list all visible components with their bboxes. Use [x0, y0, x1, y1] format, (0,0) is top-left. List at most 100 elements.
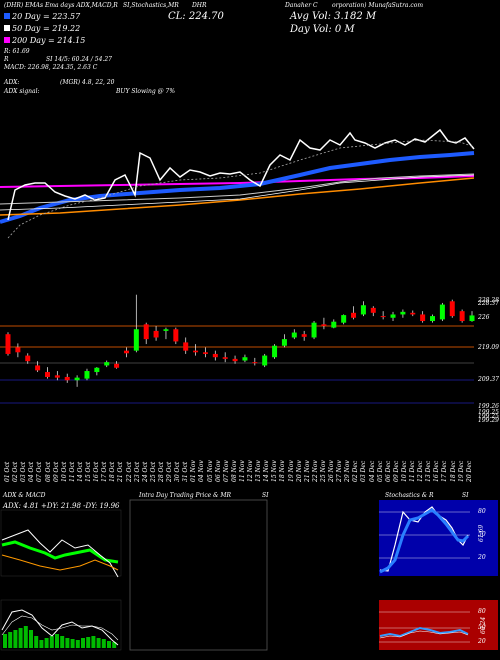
date-label: 11 Dec	[409, 460, 416, 482]
adx-plus-line	[1, 540, 119, 564]
candle-body	[459, 311, 465, 322]
macd-bar	[60, 636, 65, 648]
candle-body	[15, 347, 21, 353]
macd-histogram	[3, 626, 117, 648]
candle-body	[262, 355, 268, 366]
date-label: 12 Nov	[247, 460, 254, 482]
legend-adx-signal: ADX signal:	[4, 88, 40, 95]
candle	[94, 367, 100, 376]
date-label: 09 Dec	[392, 460, 400, 482]
candle-body	[410, 312, 416, 315]
rsi-level-80: 80	[478, 608, 486, 615]
ticker: DHR	[192, 2, 207, 9]
date-label: 04 Oct	[28, 461, 36, 482]
ema-extra-line	[0, 174, 475, 211]
price-close-line	[7, 128, 475, 221]
date-label: 05 Dec	[376, 460, 384, 482]
ema50-line	[0, 173, 475, 205]
adx-macd-title: ADX & MACD	[3, 492, 46, 499]
candle	[321, 317, 327, 330]
candle-body	[469, 315, 475, 322]
stoch-level-80: 80	[478, 508, 486, 515]
date-label: 19 Nov	[287, 460, 295, 482]
candle	[153, 325, 159, 341]
legend-ema200: 200 Day = 214.15	[4, 36, 85, 46]
macd-bar	[96, 638, 101, 648]
candle	[212, 350, 218, 361]
date-label: 01 Nov	[190, 460, 198, 482]
candle	[222, 352, 228, 363]
candle	[469, 311, 475, 322]
date-label: 10 Oct	[60, 461, 68, 482]
stoch-level-20: 20	[478, 554, 486, 561]
date-label: 30 Oct	[174, 461, 182, 482]
macd-bar	[70, 639, 75, 648]
macd-bar	[23, 626, 28, 648]
date-label: 14 Nov	[263, 460, 271, 482]
candle-body	[341, 315, 347, 323]
date-label: 11 Oct	[68, 461, 76, 482]
date-label: 03 Oct	[20, 461, 28, 482]
macd-bar	[65, 638, 70, 648]
date-label: 17 Oct	[101, 461, 109, 482]
candle	[459, 309, 465, 323]
rsi-value: 60.24	[480, 616, 487, 634]
candle-body	[183, 342, 189, 351]
candle-body	[64, 376, 70, 381]
stoch-level-50: 50	[478, 531, 486, 538]
date-label: 15 Oct	[85, 461, 92, 482]
stoch-d-line	[379, 508, 470, 574]
candle	[193, 344, 199, 356]
macd-bar	[55, 634, 59, 648]
candle	[331, 319, 337, 329]
candle-body	[252, 362, 258, 364]
stoch-value: 61.69	[478, 524, 485, 542]
macd-bar	[112, 642, 117, 648]
title-mid: SI,Stochastics,MR	[123, 2, 179, 9]
candle	[262, 353, 268, 368]
rsi-level-50: 50	[478, 624, 486, 631]
stochastics-title: Stochastics & R	[385, 492, 434, 499]
candle	[301, 330, 307, 341]
date-label: 08 Oct	[44, 461, 52, 482]
candle-body	[143, 324, 149, 340]
candle-body	[331, 321, 337, 328]
candle	[104, 360, 110, 368]
date-label: 18 Oct	[109, 461, 117, 482]
macd-bar	[8, 632, 13, 648]
date-label: 26 Nov	[328, 460, 335, 482]
candle-body	[44, 372, 50, 377]
date-label: 04 Dec	[368, 460, 376, 482]
candles-group	[5, 294, 475, 387]
price-label: 199.29	[478, 417, 499, 424]
date-label: 21 Nov	[303, 460, 311, 482]
candle	[114, 361, 120, 369]
legend-macd: MACD: 226.98, 224.35, 2.63 C	[4, 64, 98, 71]
date-label: 13 Dec	[425, 460, 433, 482]
title-name-2: orporation) MunafaSutra.com	[332, 2, 424, 9]
candle	[123, 347, 129, 358]
ema-slow-line	[0, 177, 475, 216]
price-label: 228.28	[478, 297, 499, 304]
rsi-line	[379, 626, 469, 638]
macd-bar	[44, 638, 49, 648]
macd-bar	[29, 630, 33, 648]
candle-body	[420, 314, 426, 322]
candle	[25, 353, 31, 364]
candle	[143, 322, 149, 345]
legend-ema200-text: 200 Day = 214.15	[12, 36, 86, 45]
date-label: 11 Nov	[238, 460, 246, 482]
intraday-si: SI	[262, 492, 269, 499]
candle-body	[272, 345, 278, 358]
candle	[410, 310, 416, 317]
candle	[351, 306, 357, 320]
macd-bar	[3, 634, 7, 648]
date-label: 15 Nov	[271, 460, 279, 482]
candle	[311, 321, 317, 340]
date-label: 07 Nov	[222, 460, 230, 482]
candle-body	[301, 334, 307, 337]
candle-body	[114, 363, 120, 368]
candle	[5, 332, 11, 356]
